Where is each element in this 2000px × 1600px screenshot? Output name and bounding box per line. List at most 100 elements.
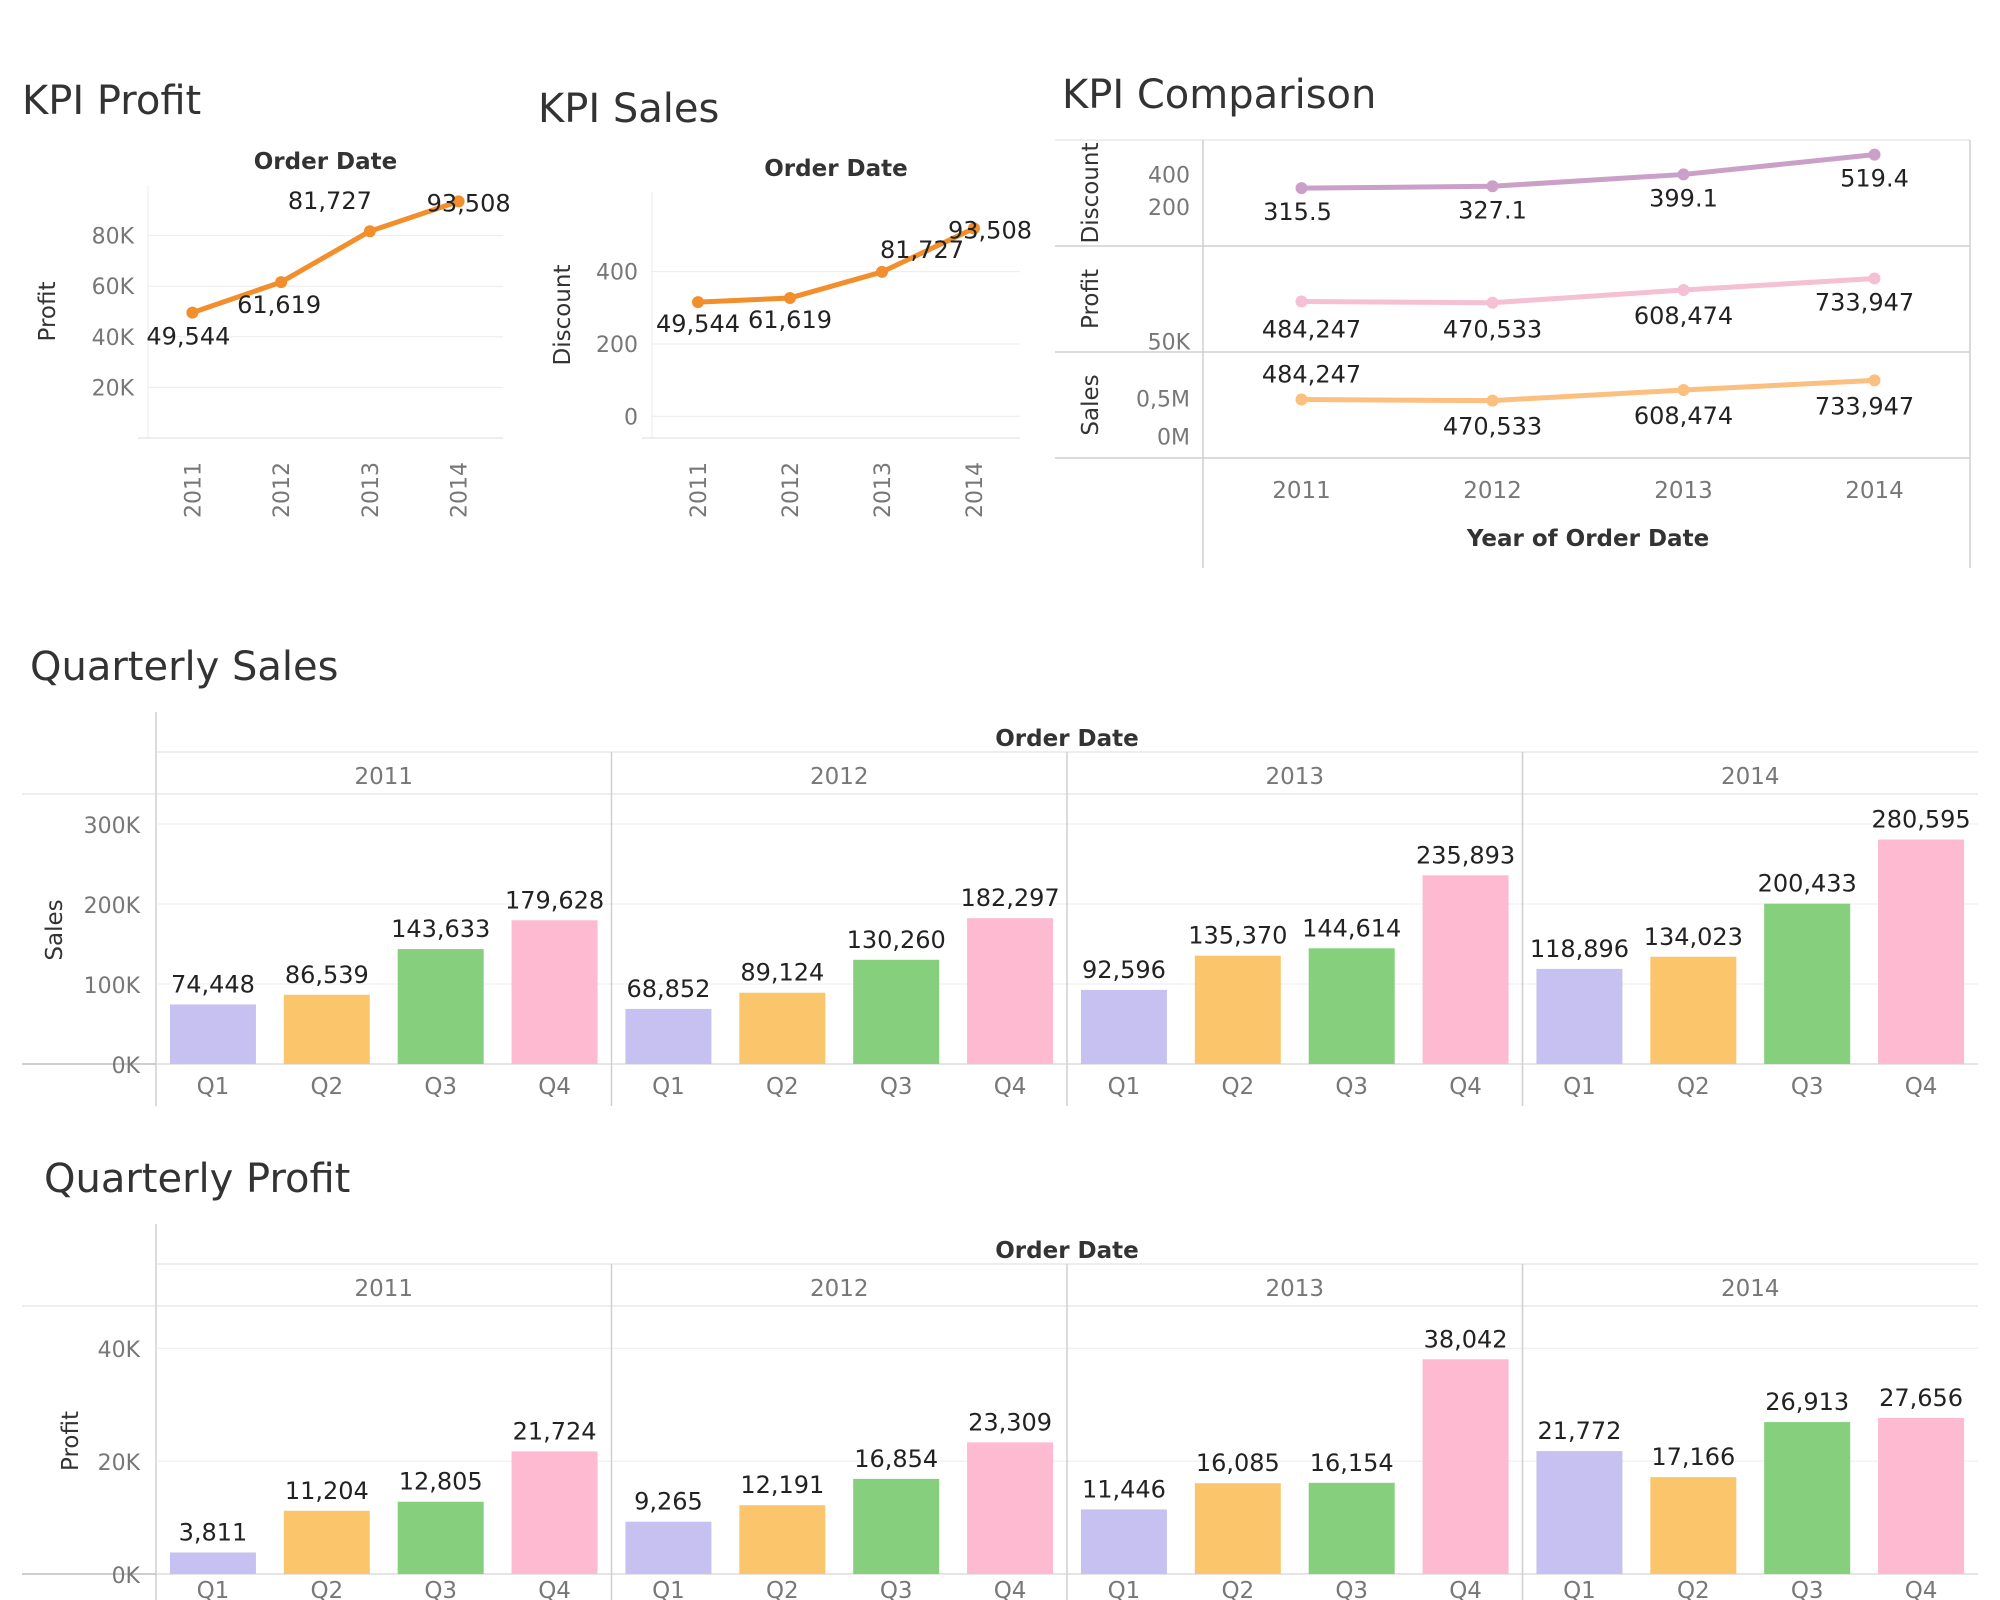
year-label: 2014 bbox=[1721, 764, 1780, 790]
data-label: 327.1 bbox=[1458, 196, 1527, 224]
data-label: 89,124 bbox=[740, 959, 824, 987]
year-label: 2014 bbox=[1721, 1276, 1780, 1302]
series-line bbox=[191, 199, 460, 316]
year-label: 2013 bbox=[1265, 1276, 1324, 1302]
data-label: 16,854 bbox=[854, 1445, 938, 1473]
data-point bbox=[784, 291, 796, 304]
data-label: 49,544 bbox=[656, 310, 740, 338]
x-tick-label: Q3 bbox=[880, 1578, 913, 1600]
x-tick-label: Q4 bbox=[994, 1074, 1027, 1100]
data-label: 11,204 bbox=[285, 1477, 369, 1505]
y-tick-label: 50K bbox=[1148, 330, 1191, 355]
x-tick-label: Q1 bbox=[652, 1578, 685, 1600]
data-point bbox=[186, 306, 199, 319]
data-point bbox=[363, 225, 376, 238]
data-point bbox=[1677, 168, 1690, 181]
bar bbox=[967, 918, 1054, 1064]
data-label: 135,370 bbox=[1188, 922, 1287, 950]
bar bbox=[511, 920, 598, 1064]
x-tick-label: Q2 bbox=[310, 1074, 343, 1100]
data-label: 484,247 bbox=[1262, 361, 1361, 389]
bar bbox=[1650, 1477, 1737, 1574]
bar bbox=[169, 1552, 256, 1574]
x-tick-label: 2011 bbox=[181, 462, 206, 518]
y-tick-label: 400 bbox=[596, 261, 638, 286]
y-axis-label: Discount bbox=[1078, 143, 1104, 244]
series-line bbox=[1301, 377, 1875, 404]
x-tick-label: 2013 bbox=[359, 462, 384, 518]
x-tick-label: Q3 bbox=[1791, 1578, 1824, 1600]
x-tick-label: Q4 bbox=[1905, 1578, 1938, 1600]
data-label: 74,448 bbox=[171, 970, 255, 998]
bar bbox=[169, 1004, 256, 1064]
data-label: 61,619 bbox=[237, 291, 321, 319]
y-tick-label: 0M bbox=[1157, 426, 1190, 451]
y-axis-label: Profit bbox=[58, 1411, 84, 1471]
data-point bbox=[1486, 180, 1499, 193]
data-label: 27,656 bbox=[1879, 1384, 1963, 1412]
data-point bbox=[452, 195, 465, 208]
bar bbox=[1536, 1451, 1623, 1574]
x-tick-label: Q2 bbox=[766, 1578, 799, 1600]
y-tick-label: 200K bbox=[84, 894, 141, 919]
data-label: 235,893 bbox=[1416, 841, 1515, 869]
data-label: 11,446 bbox=[1082, 1475, 1166, 1503]
x-tick-label: 2013 bbox=[871, 462, 896, 518]
data-point bbox=[1486, 296, 1499, 309]
x-tick-label: Q4 bbox=[1449, 1074, 1482, 1100]
data-label: 179,628 bbox=[505, 886, 604, 914]
data-label: 608,474 bbox=[1634, 302, 1733, 330]
data-point bbox=[1295, 295, 1308, 308]
x-tick-label: Q1 bbox=[1108, 1074, 1141, 1100]
data-label: 93,508 bbox=[948, 216, 1032, 244]
series-line bbox=[697, 226, 976, 305]
data-label: 12,191 bbox=[740, 1471, 824, 1499]
data-label: 86,539 bbox=[285, 961, 369, 989]
year-label: 2011 bbox=[354, 1276, 413, 1302]
header-label: Order Date bbox=[764, 156, 908, 182]
bar bbox=[1308, 1482, 1395, 1574]
data-point bbox=[275, 276, 288, 289]
y-tick-label: 100K bbox=[84, 974, 141, 999]
x-tick-label: Q4 bbox=[1449, 1578, 1482, 1600]
x-tick-label: Q4 bbox=[994, 1578, 1027, 1600]
year-label: 2013 bbox=[1265, 764, 1324, 790]
data-label: 182,297 bbox=[960, 884, 1059, 912]
y-tick-label: 200 bbox=[596, 333, 638, 358]
data-label: 143,633 bbox=[391, 915, 490, 943]
kpi-sales-title: KPI Sales bbox=[538, 86, 720, 132]
data-label: 81,727 bbox=[880, 236, 964, 264]
x-tick-label: Q3 bbox=[1791, 1074, 1824, 1100]
x-tick-label: 2014 bbox=[448, 462, 473, 518]
bar bbox=[1422, 875, 1509, 1064]
data-point bbox=[1868, 148, 1881, 161]
bar bbox=[967, 1442, 1054, 1574]
y-axis-label: Sales bbox=[1078, 374, 1104, 435]
x-tick-label: Q1 bbox=[1108, 1578, 1141, 1600]
x-tick-label: 2013 bbox=[1654, 478, 1713, 504]
header-label: Order Date bbox=[254, 149, 398, 175]
data-label: 17,166 bbox=[1651, 1443, 1735, 1471]
y-tick-label: 40K bbox=[98, 1338, 141, 1363]
x-tick-label: Q1 bbox=[652, 1074, 685, 1100]
x-tick-label: 2012 bbox=[779, 462, 804, 518]
bar bbox=[1194, 1483, 1281, 1574]
data-label: 26,913 bbox=[1765, 1388, 1849, 1416]
bar bbox=[1764, 1422, 1851, 1574]
data-label: 280,595 bbox=[1871, 806, 1970, 834]
bar bbox=[1878, 1417, 1965, 1574]
data-point bbox=[876, 265, 888, 278]
y-tick-label: 400 bbox=[1148, 163, 1190, 188]
year-label: 2012 bbox=[810, 1276, 869, 1302]
data-label: 484,247 bbox=[1262, 315, 1361, 343]
data-label: 315.5 bbox=[1263, 198, 1332, 226]
data-point bbox=[1868, 374, 1881, 387]
bar bbox=[1194, 955, 1281, 1064]
data-point bbox=[1295, 182, 1308, 195]
y-tick-label: 0,5M bbox=[1136, 387, 1190, 412]
y-tick-label: 0 bbox=[624, 405, 638, 430]
bar bbox=[1308, 948, 1395, 1064]
data-label: 608,474 bbox=[1634, 402, 1733, 430]
header-label: Order Date bbox=[995, 726, 1139, 752]
